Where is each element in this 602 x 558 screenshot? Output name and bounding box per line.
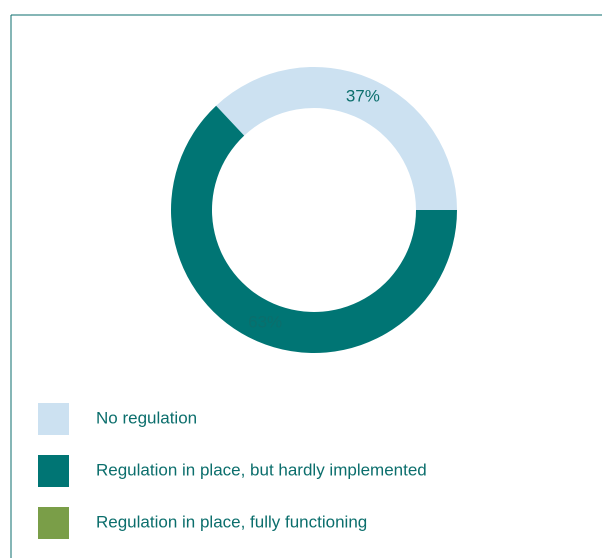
donut-slice [170,105,457,353]
data-label: 37% [346,87,380,106]
legend-swatch [38,507,69,539]
donut-slice [216,66,457,210]
legend-label: Regulation in place, fully functioning [96,512,367,531]
legend-label: Regulation in place, but hardly implemen… [96,460,427,479]
legend-label: No regulation [96,408,197,427]
legend-swatch [38,403,69,435]
legend-swatch [38,455,69,487]
data-label: 63% [248,312,282,331]
